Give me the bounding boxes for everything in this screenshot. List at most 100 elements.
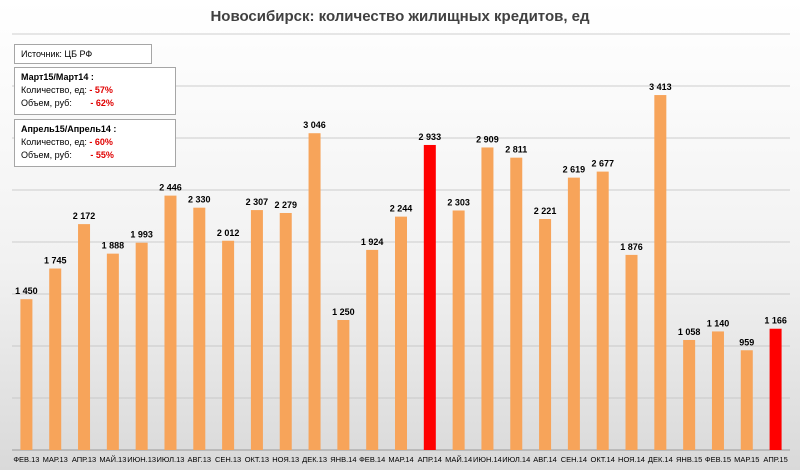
x-axis-labels: ФЕВ.13 МАР.13 АПР.13 МАЙ.13 ИЮН.13 ИЮЛ.13 АВГ.…: [13, 455, 787, 464]
bar-АПР.14: [423, 144, 436, 450]
tick-label: ДЕК.13: [302, 455, 327, 464]
tick-label: НОЯ.14: [618, 455, 645, 464]
tick-label: МАР.15: [734, 455, 759, 464]
april-count-value: - 60%: [89, 137, 113, 147]
bar-ИЮЛ.14: [510, 157, 523, 450]
bar-ИЮЛ.13: [164, 195, 177, 450]
bar-МАР.14: [395, 216, 407, 450]
tick-label: АВГ.13: [188, 455, 212, 464]
value-label: 2 279: [274, 200, 297, 210]
value-label: 1 745: [44, 256, 67, 266]
tick-label: СЕН.14: [561, 455, 587, 464]
tick-label: ИЮЛ.14: [502, 455, 530, 464]
march-volume-label: Объем, руб:: [21, 98, 72, 108]
tick-label: ИЮН.13: [127, 455, 156, 464]
march-volume-value: - 62%: [90, 98, 114, 108]
value-label: 1 250: [332, 307, 355, 317]
value-label: 2 307: [246, 197, 269, 207]
value-label: 1 924: [361, 237, 384, 247]
tick-label: ОКТ.13: [245, 455, 269, 464]
bar-ФЕВ.15: [711, 331, 724, 450]
value-label: 2 012: [217, 228, 240, 238]
value-label: 1 140: [707, 318, 730, 328]
value-labels: 1 450 1 745 2 172 1 888 1 993 2 446 2 330 2 012…: [15, 82, 787, 347]
tick-label: МАР.13: [43, 455, 68, 464]
bar-АПР.13: [78, 224, 91, 450]
bar-АВГ.13: [193, 207, 206, 450]
tick-label: ЯНВ.15: [676, 455, 702, 464]
bar-НОЯ.13: [279, 212, 292, 450]
april-volume-label: Объем, руб:: [21, 150, 72, 160]
value-label: 1 993: [130, 230, 153, 240]
source-box: Источник: ЦБ РФ: [14, 44, 152, 64]
tick-label: ФЕВ.14: [359, 455, 385, 464]
value-label: 1 450: [15, 286, 38, 296]
tick-label: ОКТ.14: [591, 455, 615, 464]
value-label: 1 166: [764, 316, 787, 326]
bar-АВГ.14: [539, 219, 552, 450]
tick-label: МАР.14: [388, 455, 413, 464]
value-label: 3 413: [649, 82, 672, 92]
value-label: 2 330: [188, 195, 211, 205]
bar-ФЕВ.13: [20, 299, 33, 450]
bar-ЯНВ.14: [337, 320, 350, 450]
tick-label: СЕН.13: [215, 455, 241, 464]
bar-МАЙ.14: [452, 210, 465, 450]
bar-ДЕК.14: [654, 95, 667, 450]
tick-label: МАЙ.13: [99, 455, 126, 464]
tick-label: ФЕВ.13: [13, 455, 39, 464]
value-label: 2 933: [419, 132, 442, 142]
april-count-label: Количество, ед:: [21, 137, 87, 147]
value-label: 1 058: [678, 327, 701, 337]
tick-label: ИЮН.14: [473, 455, 502, 464]
value-label: 2 677: [591, 159, 614, 169]
value-label: 2 244: [390, 204, 413, 214]
bar-НОЯ.14: [625, 254, 638, 450]
bar-ЯНВ.15: [683, 339, 696, 450]
tick-label: МАЙ.14: [445, 455, 472, 464]
bar-СЕН.13: [222, 240, 235, 450]
value-label: 2 303: [447, 197, 470, 207]
tick-label: ИЮЛ.13: [156, 455, 184, 464]
april-comparison-box: Апрель15/Апрель14 : Количество, ед: - 60…: [14, 119, 176, 167]
bar-СЕН.14: [567, 177, 580, 450]
bar-ОКТ.13: [250, 210, 263, 450]
value-label: 1 888: [102, 241, 125, 251]
bar-МАЙ.13: [106, 253, 119, 450]
tick-label: ФЕВ.15: [705, 455, 731, 464]
march-count-label: Количество, ед:: [21, 85, 87, 95]
value-label: 959: [739, 337, 754, 347]
value-label: 2 446: [159, 183, 182, 193]
bars: [20, 95, 782, 451]
tick-label: АПР.14: [418, 455, 442, 464]
tick-label: АВГ.14: [533, 455, 557, 464]
bar-ФЕВ.14: [366, 249, 379, 450]
bar-ДЕК.13: [308, 133, 321, 450]
value-label: 2 172: [73, 211, 96, 221]
bar-ИЮН.14: [481, 147, 494, 451]
value-label: 2 811: [505, 145, 527, 155]
april-box-header: Апрель15/Апрель14 :: [21, 124, 117, 134]
value-label: 3 046: [303, 120, 326, 130]
value-label: 2 909: [476, 134, 499, 144]
april-volume-value: - 55%: [90, 150, 114, 160]
bar-МАР.13: [49, 268, 62, 450]
tick-label: ДЕК.14: [648, 455, 673, 464]
value-label: 2 619: [563, 165, 586, 175]
march-comparison-box: Март15/Март14 : Количество, ед: - 57% Об…: [14, 67, 176, 115]
source-text: Источник: ЦБ РФ: [21, 49, 93, 59]
tick-label: АПР.15: [763, 455, 787, 464]
value-label: 1 876: [620, 242, 643, 252]
tick-label: НОЯ.13: [272, 455, 299, 464]
tick-label: ЯНВ.14: [330, 455, 356, 464]
march-box-header: Март15/Март14 :: [21, 72, 94, 82]
bar-МАР.15: [740, 350, 753, 450]
bar-АПР.15: [769, 328, 782, 450]
bar-ОКТ.14: [596, 171, 609, 451]
chart-title: Новосибирск: количество жилищных кредито…: [210, 8, 590, 25]
tick-label: АПР.13: [72, 455, 96, 464]
bar-ИЮН.13: [135, 242, 148, 450]
value-label: 2 221: [534, 206, 557, 216]
